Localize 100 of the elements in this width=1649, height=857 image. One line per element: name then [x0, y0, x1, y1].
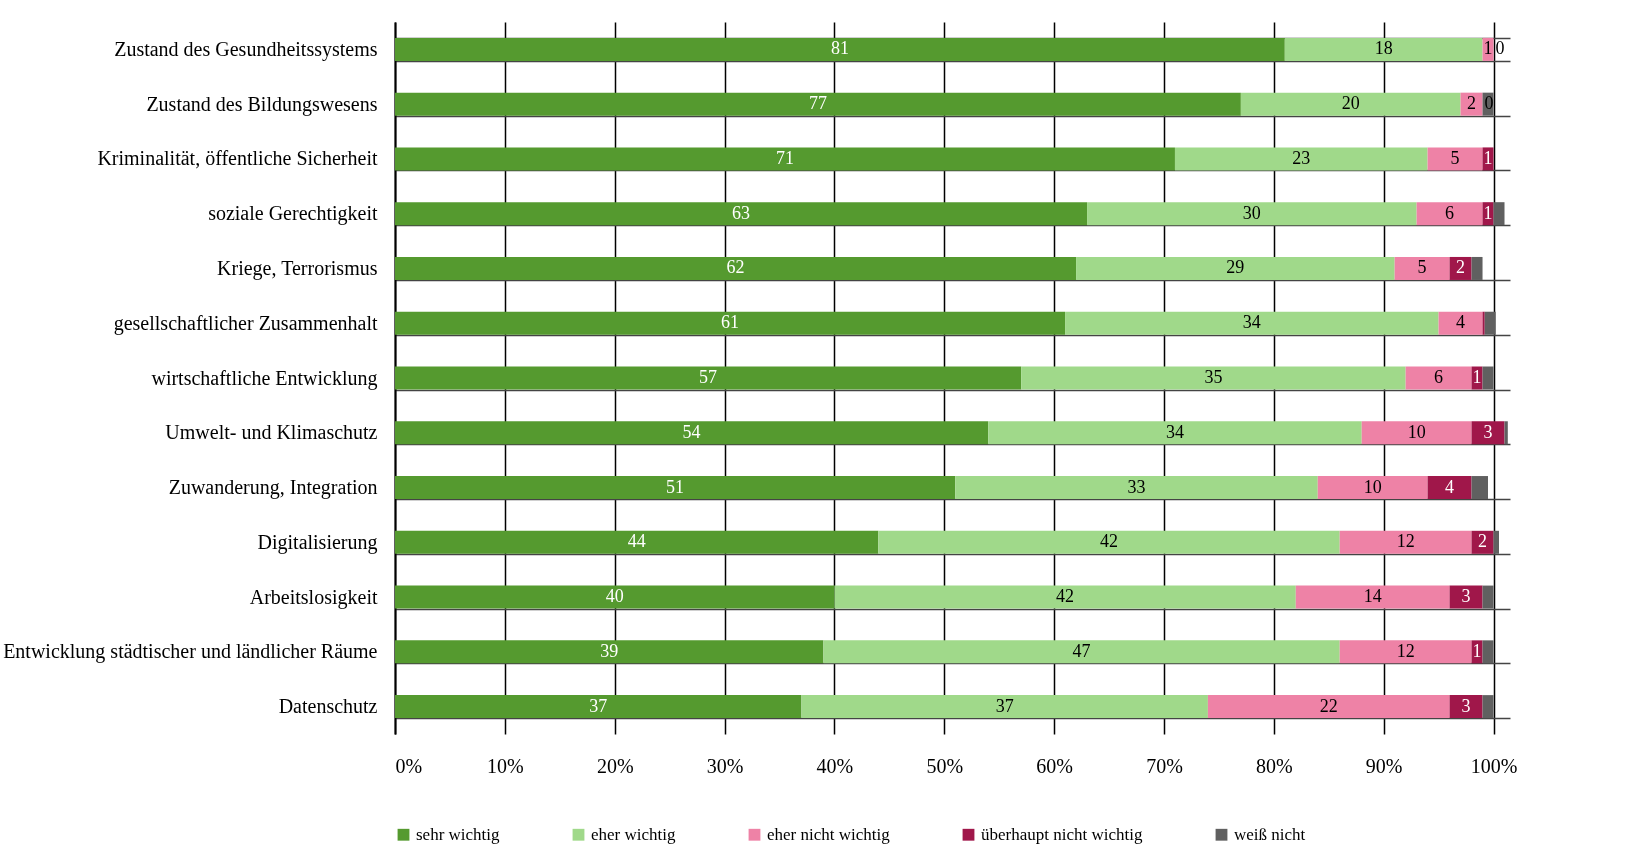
data-label: 57 [699, 367, 718, 387]
data-label: 18 [1374, 38, 1393, 59]
data-label: 44 [627, 531, 646, 552]
legend-label: sehr wichtig [416, 824, 501, 844]
data-label: 1 [1472, 367, 1482, 387]
bar [1295, 585, 1450, 609]
bar [1361, 421, 1472, 445]
bar [1484, 311, 1496, 335]
bar [1339, 530, 1472, 554]
bar [1317, 476, 1428, 500]
bar [395, 640, 824, 664]
data-label: 1 [1483, 147, 1493, 168]
data-label: 77 [808, 93, 827, 114]
y-tick-label: Digitalisierung [257, 530, 378, 554]
data-label: 47 [1072, 640, 1091, 661]
data-label: 6 [1434, 367, 1444, 387]
bar [1339, 640, 1472, 664]
data-label: 42 [1100, 531, 1119, 552]
bar [1504, 421, 1508, 445]
bar [1460, 92, 1483, 116]
bar [1471, 256, 1483, 280]
data-label: 22 [1319, 695, 1338, 716]
y-tick-label: wirtschaftliche Entwicklung [151, 366, 378, 390]
bar [1394, 256, 1450, 280]
data-label: 10 [1407, 421, 1426, 442]
data-label: 10 [1363, 476, 1382, 497]
legend-label: eher wichtig [591, 824, 676, 844]
legend-label: überhaupt nicht wichtig [981, 824, 1143, 844]
data-label: 1 [1472, 640, 1482, 661]
bar [878, 530, 1340, 554]
bar [1076, 256, 1395, 280]
x-tick-label: 60% [1036, 754, 1073, 777]
data-label: 5 [1417, 257, 1427, 278]
data-label: 3 [1461, 586, 1471, 607]
y-tick-label: Zustand des Bildungswesens [146, 92, 378, 116]
data-label: 23 [1292, 147, 1311, 168]
data-label: 40 [605, 586, 624, 607]
bar [823, 640, 1340, 664]
data-label: 5 [1450, 147, 1460, 168]
bar [1087, 202, 1417, 226]
y-tick-label: Kriminalität, öffentliche Sicherheit [97, 147, 378, 170]
bar [1207, 695, 1450, 719]
x-tick-label: 0% [395, 754, 423, 777]
data-label: 2 [1456, 257, 1466, 278]
bar [1405, 366, 1472, 390]
bar [1065, 311, 1439, 335]
bar [1427, 147, 1483, 171]
data-label: 37 [995, 695, 1014, 716]
data-label: 34 [1165, 421, 1184, 442]
data-label: 30 [1242, 202, 1261, 223]
data-label: 81 [830, 38, 849, 59]
bar [1284, 37, 1483, 61]
bar [1482, 311, 1485, 335]
x-tick-label: 20% [596, 754, 634, 777]
bar [1449, 695, 1483, 719]
data-label: 37 [589, 695, 608, 716]
x-tick-label: 40% [816, 754, 854, 777]
data-label: 12 [1396, 640, 1415, 661]
bar [1493, 202, 1505, 226]
data-label: 14 [1363, 586, 1382, 607]
data-label: 1 [1483, 202, 1493, 223]
bar [988, 421, 1362, 445]
bar [395, 147, 1175, 171]
bar [1240, 92, 1461, 116]
bar [801, 695, 1208, 719]
data-label: 51 [666, 476, 685, 497]
legend-label: eher nicht wichtig [767, 824, 891, 844]
bar [395, 695, 802, 719]
x-tick-label: 50% [926, 754, 964, 777]
data-label: 63 [732, 202, 751, 223]
y-tick-label: Zuwanderung, Integration [168, 476, 378, 500]
data-label: 29 [1226, 257, 1245, 278]
y-tick-label: Zustand des Gesundheitssystems [114, 37, 378, 61]
data-label: 62 [726, 257, 745, 278]
bar [395, 202, 1088, 226]
y-tick-label: soziale Gerechtigkeit [208, 202, 378, 226]
bar [955, 476, 1318, 500]
x-tick-label: 30% [706, 754, 744, 777]
bar [1449, 585, 1483, 609]
x-tick-label: 90% [1365, 754, 1403, 777]
bar [1021, 366, 1406, 390]
data-label: 6 [1445, 202, 1455, 223]
data-label: 34 [1242, 312, 1261, 333]
data-label: 0 [1495, 38, 1505, 59]
x-tick-label: 80% [1255, 754, 1293, 777]
data-label: 4 [1445, 476, 1455, 497]
bar [1174, 147, 1428, 171]
legend-label: weiß nicht [1234, 824, 1306, 844]
y-tick-label: Kriege, Terrorismus [217, 256, 378, 280]
x-tick-label: 10% [487, 754, 524, 777]
x-tick-label: 100% [1470, 754, 1518, 777]
bar [395, 256, 1077, 280]
bar [1449, 256, 1472, 280]
bar [395, 476, 956, 500]
bar [1471, 476, 1489, 500]
data-label: 0 [1484, 93, 1494, 114]
data-label: 33 [1127, 476, 1146, 497]
data-label: 4 [1456, 312, 1466, 333]
bar [395, 585, 835, 609]
y-tick-label: gesellschaftlicher Zusammenhalt [113, 311, 378, 335]
